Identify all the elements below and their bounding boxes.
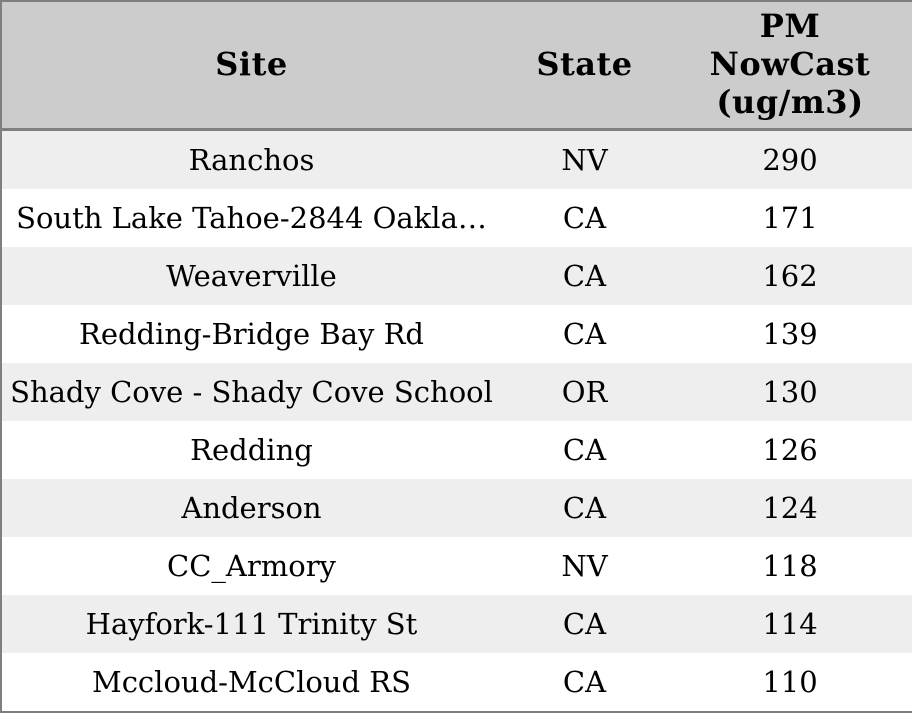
pm-nowcast-cell: 130 bbox=[762, 375, 818, 409]
table-row: Anderson CA 124 bbox=[1, 479, 912, 537]
table-row: Mccloud-McCloud RS CA 110 bbox=[1, 653, 912, 712]
state-cell: CA bbox=[562, 259, 607, 293]
column-header-site: Site bbox=[1, 1, 501, 131]
pm-nowcast-cell: 110 bbox=[762, 665, 818, 699]
table-row: CC_Armory NV 118 bbox=[1, 537, 912, 595]
pm-nowcast-cell: 290 bbox=[762, 143, 818, 177]
site-cell: Shady Cove - Shady Cove School bbox=[10, 375, 493, 409]
column-header-pm-nowcast: PM NowCast (ug/m3) bbox=[668, 1, 912, 131]
state-cell: CA bbox=[562, 607, 607, 641]
site-cell: Mccloud-McCloud RS bbox=[92, 665, 411, 699]
pm-nowcast-cell: 118 bbox=[762, 549, 818, 583]
table-row: Weaverville CA 162 bbox=[1, 247, 912, 305]
table-row: Redding-Bridge Bay Rd CA 139 bbox=[1, 305, 912, 363]
header-row: Site State PM NowCast (ug/m3) bbox=[1, 1, 912, 131]
state-cell: CA bbox=[562, 491, 607, 525]
pm-nowcast-cell: 171 bbox=[762, 201, 818, 235]
site-cell: Redding-Bridge Bay Rd bbox=[79, 317, 424, 351]
pm-nowcast-cell: 126 bbox=[762, 433, 818, 467]
table-row: South Lake Tahoe-2844 Oakla… CA 171 bbox=[1, 189, 912, 247]
site-cell: Hayfork-111 Trinity St bbox=[85, 607, 418, 641]
state-cell: NV bbox=[561, 143, 608, 177]
table-row: Ranchos NV 290 bbox=[1, 129, 912, 189]
state-cell: OR bbox=[561, 375, 608, 409]
table-row: Hayfork-111 Trinity St CA 114 bbox=[1, 595, 912, 653]
site-cell: Ranchos bbox=[188, 143, 315, 177]
site-cell: South Lake Tahoe-2844 Oakla… bbox=[16, 201, 487, 235]
site-cell: Anderson bbox=[181, 491, 322, 525]
site-cell: Weaverville bbox=[166, 259, 337, 293]
table-row: Redding CA 126 bbox=[1, 421, 912, 479]
pm-nowcast-cell: 114 bbox=[762, 607, 818, 641]
state-cell: CA bbox=[562, 433, 607, 467]
site-cell: Redding bbox=[190, 433, 313, 467]
pm-nowcast-cell: 162 bbox=[762, 259, 818, 293]
state-cell: CA bbox=[562, 317, 607, 351]
state-cell: NV bbox=[561, 549, 608, 583]
state-cell: CA bbox=[562, 665, 607, 699]
table-row: Shady Cove - Shady Cove School OR 130 bbox=[1, 363, 912, 421]
site-cell: CC_Armory bbox=[167, 549, 336, 583]
pm-nowcast-cell: 139 bbox=[762, 317, 818, 351]
column-header-state: State bbox=[501, 1, 668, 131]
state-cell: CA bbox=[562, 201, 607, 235]
pm-nowcast-cell: 124 bbox=[762, 491, 818, 525]
